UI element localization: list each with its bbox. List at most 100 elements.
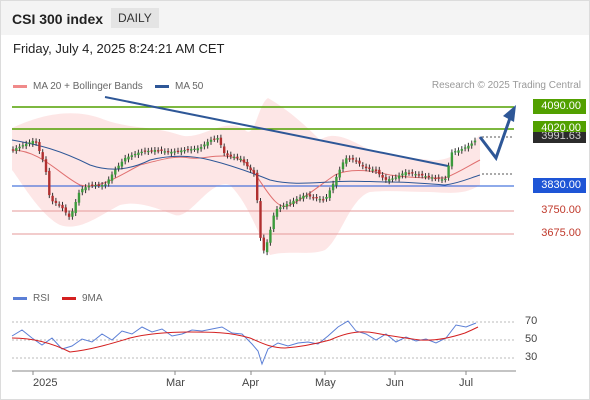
downtrend-line [104, 96, 449, 167]
candle-body [440, 179, 444, 181]
candle-body [216, 138, 219, 140]
candle-body [81, 188, 84, 193]
candle-body [447, 165, 450, 178]
candle-body [120, 161, 124, 167]
candle-body [404, 172, 407, 176]
candle-body [450, 152, 454, 167]
candle-body [364, 166, 368, 169]
candle-body [229, 154, 232, 157]
timestamp: Friday, July 4, 2025 8:24:21 AM CET [13, 41, 225, 56]
legend-swatch [13, 297, 27, 300]
candle-body [417, 174, 421, 176]
candle-body [170, 151, 173, 154]
candle-body [256, 172, 259, 201]
candle-body [328, 190, 331, 198]
month-label-mar: Mar [166, 377, 185, 389]
candle-body [223, 146, 226, 154]
candle-body [176, 150, 180, 152]
candle-body [368, 167, 371, 169]
candle-body [275, 209, 279, 217]
candle-body [302, 195, 305, 199]
candle-body [473, 140, 477, 143]
candle-body [147, 150, 150, 153]
candle-body [262, 237, 265, 251]
ma20-line [11, 149, 481, 208]
candle-body [401, 173, 404, 176]
current-price-label: 3991.63 [533, 132, 586, 143]
legend-rsi: RSI [13, 293, 50, 304]
candle-body [110, 174, 114, 181]
candle-body [308, 194, 312, 197]
candle-body [64, 207, 67, 213]
candle-body [104, 184, 107, 186]
candle-body [374, 169, 378, 171]
candle-body [173, 151, 176, 153]
candle-body [391, 178, 394, 180]
candle-body [351, 157, 355, 160]
price-label-3675: 3675.00 [541, 227, 581, 239]
candle-body [150, 150, 153, 152]
rsi-tick-50: 50 [525, 333, 538, 345]
rsi-9ma-line [11, 326, 479, 353]
candle-body [341, 162, 345, 170]
candle-body [358, 160, 361, 164]
candle-body [249, 167, 252, 171]
timeframe-badge[interactable]: DAILY [111, 8, 159, 28]
candle-body [322, 199, 325, 201]
candle-body [137, 152, 140, 156]
candle-body [28, 142, 31, 144]
candle-body [315, 197, 318, 199]
candle-body [378, 169, 381, 175]
candle-body [133, 153, 137, 156]
candle-body [153, 150, 157, 152]
candle-body [157, 150, 160, 152]
candle-body [239, 158, 242, 160]
candle-body [312, 197, 315, 199]
candle-body [71, 211, 74, 217]
candle-body [348, 158, 351, 160]
bollinger-band [12, 98, 480, 255]
candle-body [25, 143, 28, 147]
candle-body [213, 138, 216, 140]
forecast-arrow[interactable] [478, 117, 512, 162]
candle-body [269, 229, 272, 243]
candle-body [289, 202, 292, 204]
candle-body [430, 177, 434, 179]
candle-body [196, 148, 199, 151]
candle-body [285, 204, 289, 207]
candle-body [226, 153, 229, 156]
candle-body [295, 199, 298, 202]
candle-body [209, 139, 213, 142]
candle-body [325, 197, 328, 199]
candle-body [272, 215, 275, 230]
candle-body [100, 185, 104, 187]
candle-body [437, 177, 440, 179]
candle-body [394, 177, 397, 179]
candlestick-series [11, 134, 477, 256]
candle-body [31, 140, 34, 144]
candle-body [51, 195, 54, 202]
candle-body [130, 155, 133, 157]
candle-body [457, 150, 460, 153]
candle-body [236, 156, 239, 158]
x-axis-ticks [32, 371, 467, 375]
candle-body [463, 147, 467, 149]
candle-body [252, 170, 256, 174]
legend-swatch [155, 85, 169, 88]
candle-body [44, 159, 48, 172]
legend-label: RSI [33, 293, 50, 304]
candle-body [74, 202, 77, 214]
legend-swatch [13, 85, 27, 88]
price-label-3750: 3750.00 [541, 204, 581, 216]
price-label-3830: 3830.00 [533, 178, 586, 193]
candle-body [21, 145, 25, 147]
candle-body [470, 143, 473, 146]
candle-body [444, 178, 447, 180]
legend-9ma: 9MA [62, 293, 103, 304]
candle-body [460, 149, 463, 151]
candle-body [219, 137, 223, 146]
candle-body [279, 207, 282, 210]
candle-body [117, 165, 120, 169]
candle-body [183, 150, 186, 152]
